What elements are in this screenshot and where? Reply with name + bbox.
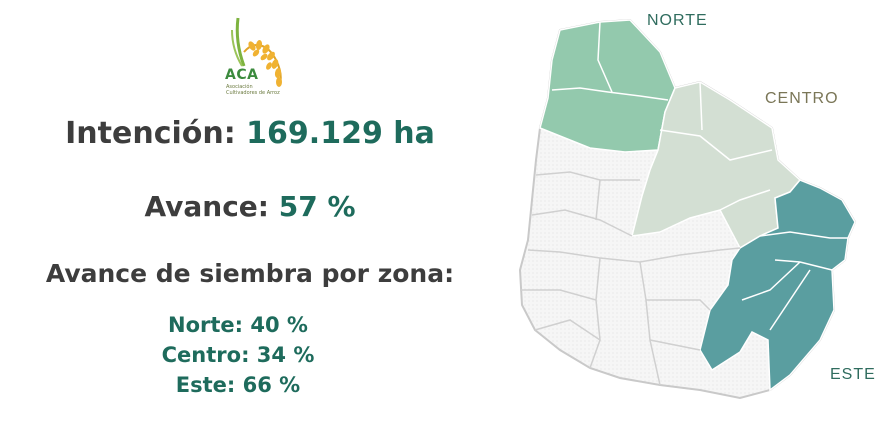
zone-centro: Centro: 34 % [0, 343, 488, 367]
intencion-value: 169.129 ha [246, 116, 435, 151]
department-borders-gray [520, 171, 741, 386]
department-borders [551, 21, 848, 331]
zone-norte: Norte: 40 % [0, 313, 488, 337]
map-label-este: ESTE [830, 366, 876, 383]
intencion-line: Intención: 169.129 ha [0, 116, 500, 151]
stats-panel: ACA Asociación Cultivadores de Arroz Int… [0, 17, 500, 397]
avance-line: Avance: 57 % [0, 190, 500, 223]
avance-value: 57 % [278, 190, 356, 223]
logo-name: ACA [225, 67, 259, 83]
zone-norte-label: Norte: [168, 313, 251, 337]
avance-label: Avance: [144, 190, 279, 223]
logo-subtitle-1: Asociación [226, 84, 253, 90]
map-label-norte: NORTE [647, 12, 708, 29]
zone-centro-value: 34 % [256, 343, 315, 367]
uruguay-map [518, 18, 857, 400]
zone-este: Este: 66 % [0, 373, 488, 397]
rice-plant-icon [231, 17, 282, 87]
zona-heading: Avance de siembra por zona: [45, 259, 455, 288]
logo-subtitle-2: Cultivadores de Arroz [226, 90, 280, 96]
zone-norte-value: 40 % [250, 313, 308, 337]
map-label-centro: CENTRO [765, 90, 839, 107]
zone-este-value: 66 % [242, 373, 301, 397]
intencion-label: Intención: [65, 116, 247, 151]
map-region-norte [539, 19, 676, 153]
zone-este-label: Este: [175, 373, 243, 397]
zone-centro-label: Centro: [161, 343, 257, 367]
